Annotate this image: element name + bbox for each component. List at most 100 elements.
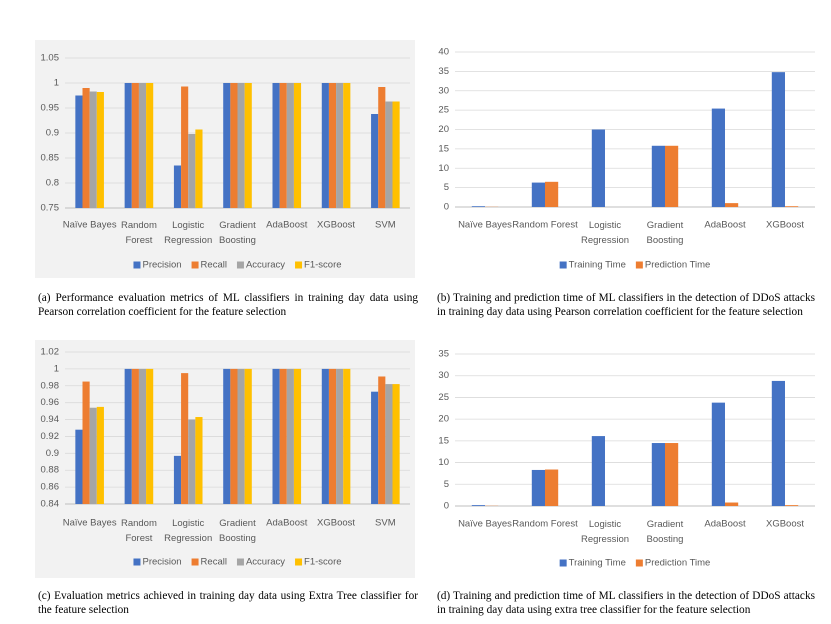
caption: (a) Performance evaluation metrics of ML… bbox=[38, 292, 418, 318]
x-tick-label: SVM bbox=[375, 220, 396, 231]
legend-label: F1-score bbox=[304, 557, 341, 568]
bar bbox=[771, 72, 785, 208]
x-tick-label: Logistic Regression bbox=[581, 220, 629, 246]
y-tick-label: 1.05 bbox=[41, 53, 60, 64]
x-tick-label: Random Forest bbox=[121, 518, 157, 544]
y-tick-label: 1 bbox=[54, 78, 59, 89]
bar bbox=[138, 368, 147, 504]
legend-swatch bbox=[559, 559, 567, 567]
legend-label: Prediction Time bbox=[645, 558, 710, 569]
bar bbox=[328, 83, 337, 208]
bar bbox=[651, 145, 665, 207]
bar bbox=[392, 384, 400, 504]
bar bbox=[96, 406, 104, 504]
y-tick-label: 0.94 bbox=[41, 414, 60, 425]
y-tick-label: 0 bbox=[444, 202, 449, 213]
y-tick-label: 15 bbox=[438, 143, 449, 154]
y-tick-label: 0.9 bbox=[46, 128, 59, 139]
y-tick-label: 5 bbox=[444, 182, 449, 193]
y-tick-label: 25 bbox=[438, 392, 449, 403]
x-tick-label: SVM bbox=[375, 518, 396, 529]
y-tick-label: 0.84 bbox=[41, 499, 60, 510]
bar bbox=[665, 145, 679, 207]
legend-swatch bbox=[295, 558, 303, 566]
bar bbox=[230, 368, 238, 504]
x-tick-label: XGBoost bbox=[766, 519, 804, 530]
bar bbox=[771, 380, 785, 506]
legend-swatch bbox=[635, 559, 643, 567]
x-tick-label: Gradient Boosting bbox=[219, 518, 256, 544]
bar bbox=[371, 391, 379, 504]
legend-label: Accuracy bbox=[246, 557, 285, 568]
bar bbox=[293, 83, 302, 208]
caption: (c) Evaluation metrics achieved in train… bbox=[38, 590, 418, 616]
legend-label: Training Time bbox=[569, 558, 626, 569]
legend: Precision Recall Accuracy F1-score bbox=[133, 557, 342, 568]
bar bbox=[378, 376, 386, 504]
x-tick-label: AdaBoost bbox=[266, 220, 308, 231]
bar bbox=[711, 108, 725, 207]
legend-swatch bbox=[295, 261, 303, 269]
bar bbox=[96, 92, 104, 208]
bar bbox=[321, 368, 329, 504]
y-tick-label: 30 bbox=[438, 370, 449, 381]
bar bbox=[711, 402, 725, 506]
legend-swatch bbox=[236, 558, 244, 566]
bar bbox=[237, 368, 245, 504]
y-tick-label: 0.8 bbox=[46, 178, 59, 189]
x-tick-label: Logistic Regression bbox=[164, 220, 212, 246]
bar bbox=[75, 95, 83, 208]
bar bbox=[343, 368, 351, 504]
bar bbox=[124, 83, 132, 208]
x-tick-label: XGBoost bbox=[317, 220, 355, 231]
bar bbox=[173, 455, 182, 504]
legend-label: Recall bbox=[201, 260, 227, 271]
y-tick-label: 20 bbox=[438, 124, 449, 135]
legend: Training Time Prediction Time bbox=[559, 260, 710, 271]
bar bbox=[336, 83, 344, 208]
legend-swatch bbox=[191, 261, 199, 269]
y-tick-label: 0.88 bbox=[41, 465, 60, 476]
bar bbox=[471, 206, 485, 207]
bar bbox=[725, 502, 739, 506]
y-tick-label: 25 bbox=[438, 105, 449, 116]
bar bbox=[471, 505, 485, 506]
bar bbox=[195, 417, 203, 504]
bar bbox=[279, 368, 287, 504]
bar bbox=[545, 181, 559, 207]
x-tick-label: Naïve Bayes bbox=[63, 220, 117, 231]
y-tick-label: 40 bbox=[438, 47, 449, 58]
bar bbox=[286, 83, 294, 208]
bar bbox=[138, 83, 147, 208]
bar bbox=[89, 91, 97, 208]
bar bbox=[230, 83, 238, 208]
y-tick-label: 35 bbox=[438, 66, 449, 77]
y-tick-label: 10 bbox=[438, 457, 449, 468]
bar bbox=[188, 419, 196, 504]
x-tick-label: Naïve Bayes bbox=[63, 518, 117, 529]
bar bbox=[244, 368, 252, 504]
legend-label: Recall bbox=[201, 557, 227, 568]
bar bbox=[181, 373, 189, 504]
legend: Training Time Prediction Time bbox=[559, 558, 710, 569]
legend-swatch bbox=[236, 261, 244, 269]
x-tick-label: XGBoost bbox=[317, 518, 355, 529]
legend-label: Precision bbox=[142, 260, 181, 271]
y-tick-label: 5 bbox=[444, 479, 449, 490]
bar bbox=[286, 368, 294, 504]
bar bbox=[82, 88, 90, 208]
y-tick-label: 35 bbox=[438, 349, 449, 360]
bar bbox=[173, 165, 182, 208]
bar bbox=[725, 203, 739, 207]
bar bbox=[293, 368, 302, 504]
bar bbox=[392, 101, 400, 208]
legend-swatch bbox=[635, 261, 643, 269]
bar bbox=[531, 469, 545, 506]
bar bbox=[272, 83, 280, 208]
y-tick-label: 0.75 bbox=[41, 203, 60, 214]
x-tick-label: AdaBoost bbox=[704, 519, 746, 530]
x-tick-label: Gradient Boosting bbox=[219, 220, 256, 246]
y-tick-label: 0.92 bbox=[41, 431, 60, 442]
bar bbox=[124, 368, 132, 504]
